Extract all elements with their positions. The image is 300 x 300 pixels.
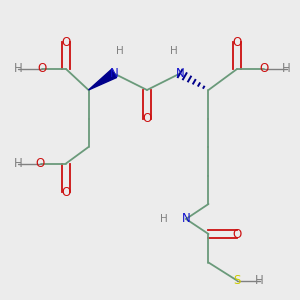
Text: O: O bbox=[61, 185, 70, 199]
Text: S: S bbox=[233, 274, 241, 287]
Text: N: N bbox=[110, 67, 118, 80]
Text: O: O bbox=[61, 35, 70, 49]
Text: H: H bbox=[14, 157, 22, 170]
Text: H: H bbox=[282, 62, 291, 76]
Text: H: H bbox=[116, 46, 124, 56]
Text: H: H bbox=[160, 214, 167, 224]
Text: H: H bbox=[14, 62, 22, 76]
Text: O: O bbox=[260, 62, 268, 76]
Text: O: O bbox=[142, 112, 152, 125]
Text: O: O bbox=[36, 157, 45, 170]
Text: O: O bbox=[38, 62, 46, 76]
Text: O: O bbox=[232, 35, 242, 49]
Text: N: N bbox=[182, 212, 190, 226]
Text: O: O bbox=[232, 227, 242, 241]
Text: H: H bbox=[255, 274, 264, 287]
Polygon shape bbox=[88, 70, 117, 90]
Text: H: H bbox=[170, 46, 178, 56]
Text: N: N bbox=[176, 67, 184, 80]
